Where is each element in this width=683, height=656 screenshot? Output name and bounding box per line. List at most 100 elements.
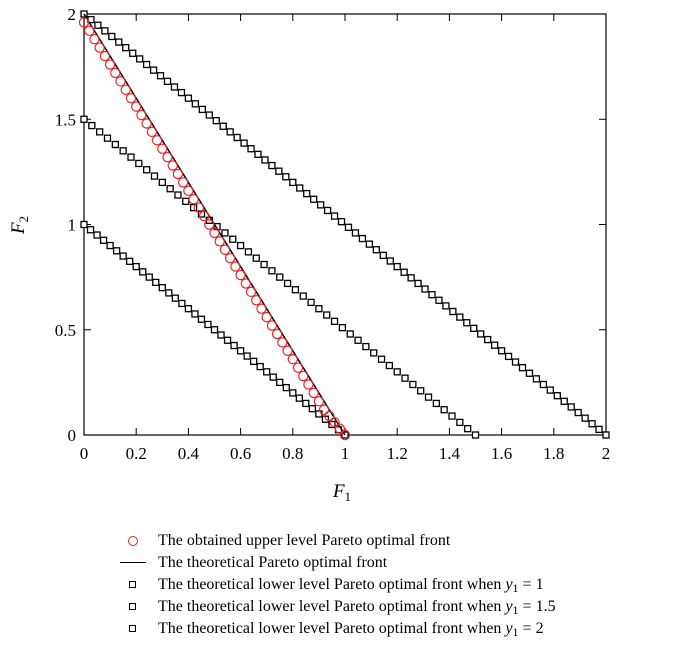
obtained-front-point bbox=[183, 185, 194, 197]
lower-front-point bbox=[178, 299, 186, 308]
legend-label-text: The theoretical Pareto optimal front bbox=[158, 554, 388, 571]
legend-marker-square bbox=[120, 618, 146, 640]
x-tick-label: 0 bbox=[80, 444, 89, 463]
lower-front-point bbox=[539, 380, 548, 389]
lower-front-point bbox=[282, 383, 290, 392]
lower-front-point bbox=[409, 380, 417, 389]
y-tick-label: 1 bbox=[68, 216, 77, 235]
lower-front-point bbox=[497, 347, 506, 355]
y-tick-label: 0.5 bbox=[55, 321, 76, 340]
lower-front-point bbox=[145, 273, 153, 281]
lower-front-point bbox=[158, 178, 166, 187]
lower-front-point bbox=[191, 100, 200, 108]
x-tick-label: 1.8 bbox=[543, 444, 564, 463]
lower-front-point bbox=[346, 330, 354, 338]
lower-front-point bbox=[158, 283, 166, 292]
legend-label-text: The obtained upper level Pareto optimal … bbox=[158, 532, 451, 549]
lower-front-point bbox=[182, 197, 190, 205]
lower-front-point bbox=[221, 229, 229, 237]
lower-front-point bbox=[302, 399, 310, 408]
lower-front-point bbox=[219, 122, 227, 130]
x-tick-label: 1.2 bbox=[387, 444, 408, 463]
lower-front-point bbox=[385, 361, 394, 370]
lower-front-point bbox=[328, 420, 336, 429]
lower-front-point bbox=[171, 294, 180, 302]
legend-marker-square bbox=[120, 596, 146, 618]
lower-front-point bbox=[126, 257, 134, 265]
lower-front-point bbox=[377, 355, 386, 363]
lower-front-point bbox=[316, 201, 325, 209]
obtained-front-point bbox=[209, 227, 220, 239]
lower-front-point bbox=[532, 375, 541, 383]
lower-front-point bbox=[268, 267, 276, 275]
lower-front-point bbox=[414, 279, 422, 288]
legend-label: The theoretical Pareto optimal front bbox=[158, 552, 387, 574]
lower-front-point bbox=[393, 262, 401, 271]
lower-front-point bbox=[448, 412, 456, 420]
lower-front-point bbox=[379, 251, 387, 260]
obtained-front-point bbox=[172, 168, 184, 180]
lower-front-point bbox=[310, 195, 318, 203]
lower-front-point bbox=[101, 27, 109, 35]
x-tick-label: 0.6 bbox=[230, 444, 251, 463]
lower-front-point bbox=[470, 324, 478, 332]
lower-front-point bbox=[243, 352, 251, 360]
x-tick-label: 1.6 bbox=[491, 444, 512, 463]
lower-front-point bbox=[432, 399, 441, 408]
lower-front-point bbox=[407, 274, 415, 282]
obtained-front-point bbox=[162, 151, 173, 163]
obtained-front-point bbox=[235, 269, 246, 281]
obtained-front-point bbox=[266, 320, 278, 331]
lower-front-point bbox=[440, 406, 448, 414]
lower-front-point bbox=[119, 147, 127, 155]
lower-front-point bbox=[189, 204, 198, 212]
lower-front-point bbox=[595, 425, 603, 434]
legend-marker-square-shape bbox=[129, 625, 136, 632]
lower-front-point bbox=[323, 206, 332, 215]
lower-front-point bbox=[456, 418, 464, 427]
lower-front-point bbox=[386, 257, 394, 265]
lower-front-point bbox=[362, 342, 370, 351]
legend-label-var-sub: 1 bbox=[512, 625, 519, 639]
lower-front-point bbox=[252, 254, 260, 262]
legend-label-suffix: = 1.5 bbox=[518, 598, 556, 615]
lower-front-point bbox=[132, 262, 140, 271]
obtained-front-point bbox=[292, 362, 304, 373]
lower-front-point bbox=[393, 368, 401, 376]
lower-front-point bbox=[323, 311, 331, 319]
obtained-front-point bbox=[125, 92, 137, 104]
lower-front-point bbox=[574, 408, 582, 417]
legend-marker-circle-shape bbox=[128, 536, 138, 546]
obtained-front-point bbox=[89, 34, 100, 45]
obtained-front-point bbox=[214, 236, 225, 247]
y-tick-label: 2 bbox=[68, 5, 77, 24]
lower-front-point bbox=[197, 315, 206, 323]
obtained-front-point bbox=[193, 202, 205, 213]
x-axis-title-sub: 1 bbox=[345, 489, 352, 504]
obtained-front-point bbox=[219, 244, 231, 255]
lower-front-point bbox=[518, 363, 527, 372]
lower-front-point bbox=[111, 140, 119, 149]
obtained-front-point bbox=[151, 135, 163, 146]
x-tick-label: 0.4 bbox=[178, 444, 200, 463]
lower-front-point bbox=[260, 260, 268, 269]
lower-front-point bbox=[230, 341, 238, 350]
lower-front-point bbox=[351, 229, 360, 237]
obtained-front-point bbox=[167, 160, 178, 171]
lower-front-point bbox=[337, 218, 346, 226]
lower-front-point bbox=[358, 234, 367, 243]
legend-label-text: The theoretical lower level Pareto optim… bbox=[158, 620, 506, 637]
lower-front-point bbox=[365, 240, 374, 248]
lower-front-point bbox=[127, 153, 135, 161]
lower-front-point bbox=[129, 49, 137, 57]
lower-front-point bbox=[142, 166, 151, 174]
lower-front-point bbox=[197, 210, 206, 218]
obtained-front-point bbox=[245, 286, 257, 298]
obtained-front-point bbox=[136, 109, 147, 121]
lower-front-point bbox=[511, 358, 520, 366]
obtained-front-point bbox=[287, 354, 298, 365]
lower-front-point bbox=[338, 323, 347, 332]
x-tick-labels: 0 0.2 0.4 0.6 0.8 1 1.2 1.4 1.6 1.8 2 bbox=[80, 444, 611, 463]
obtained-front-point bbox=[313, 396, 325, 407]
lower-front-point bbox=[174, 191, 182, 199]
